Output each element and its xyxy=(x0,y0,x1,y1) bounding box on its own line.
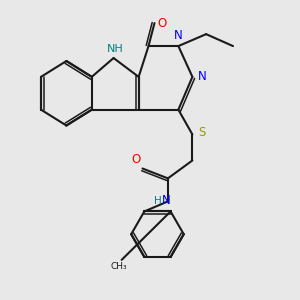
Text: NH: NH xyxy=(107,44,123,54)
Text: S: S xyxy=(198,127,205,140)
Text: H: H xyxy=(154,196,162,206)
Text: O: O xyxy=(158,16,167,30)
Text: O: O xyxy=(131,152,140,166)
Text: CH₃: CH₃ xyxy=(111,262,128,271)
Text: N: N xyxy=(174,29,183,42)
Text: N: N xyxy=(198,70,206,83)
Text: N: N xyxy=(162,194,171,207)
